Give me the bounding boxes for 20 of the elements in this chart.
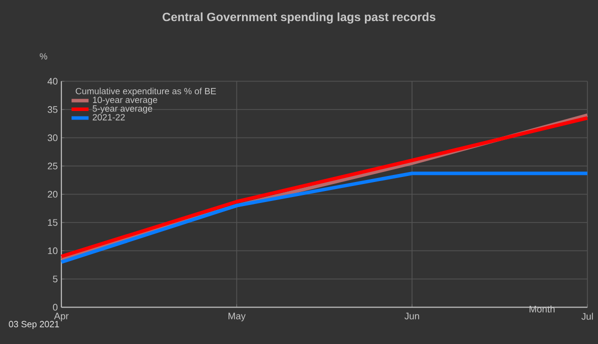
x-tick-label: May (228, 312, 246, 322)
y-tick-label: 5 (52, 276, 58, 282)
y-tick-label: 0 (52, 304, 58, 311)
legend-label: 2021-22 (92, 114, 125, 120)
chart-title: Central Government spending lags past records (162, 12, 436, 24)
x-tick-label: Apr (54, 312, 69, 322)
legend-title: Cumulative expenditure as % of BE (76, 88, 216, 96)
y-tick-label: 30 (48, 134, 58, 142)
y-tick-label: 15 (48, 219, 58, 226)
text: 03 Sep 2021 (8, 320, 59, 330)
legend-label: 5-year average (92, 105, 152, 114)
x-tick-label: Jun (404, 312, 420, 320)
legend-label: 10-year average (93, 96, 158, 105)
y-axis-title: % (40, 53, 48, 60)
y-tick-label: 25 (48, 162, 58, 170)
y-tick-label: 10 (48, 247, 58, 254)
y-tick-label: 35 (48, 106, 58, 113)
y-tick-label: 40 (48, 78, 58, 85)
x-tick-label: Jul (581, 312, 593, 320)
y-tick-label: 20 (48, 190, 58, 198)
